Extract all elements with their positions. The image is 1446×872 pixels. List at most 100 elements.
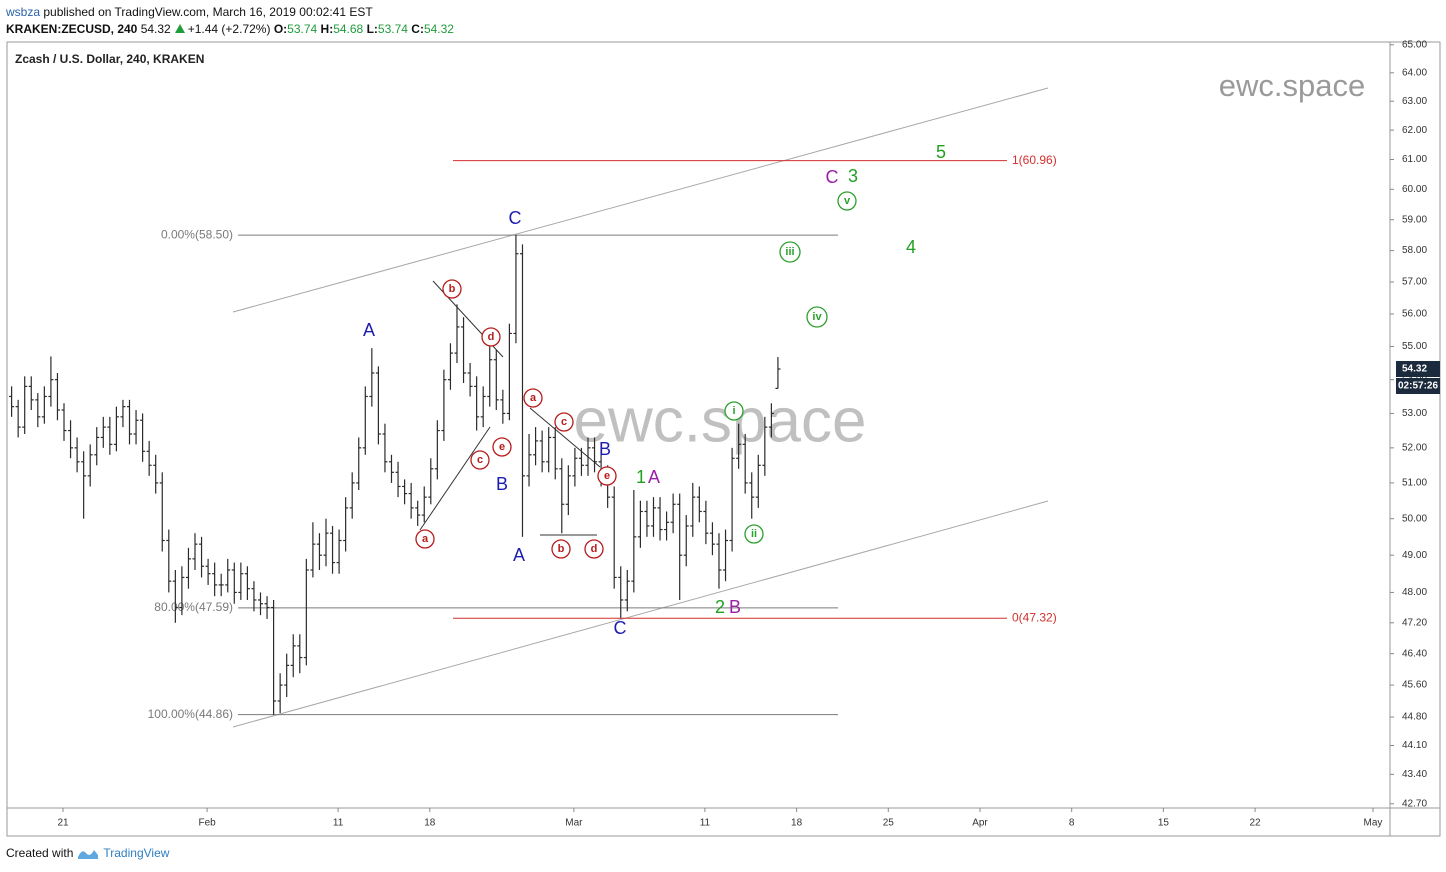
author[interactable]: wsbza xyxy=(6,5,41,19)
y-tick-label: 42.70 xyxy=(1402,798,1427,809)
circled-label: e xyxy=(597,466,617,486)
y-tick-label: 64.00 xyxy=(1402,67,1427,78)
x-tick-label: 11 xyxy=(700,818,711,829)
wave-label: A xyxy=(363,320,375,340)
y-tick-label: 53.00 xyxy=(1402,408,1427,419)
frame xyxy=(6,41,1441,837)
countdown-box xyxy=(1396,377,1440,394)
circled-label: c xyxy=(470,450,490,470)
level-label: 0(47.32) xyxy=(1012,610,1057,624)
circled-label: b xyxy=(442,279,462,299)
x-tick-label: May xyxy=(1364,818,1383,829)
y-tick-label: 44.80 xyxy=(1402,712,1427,723)
circled-label: d xyxy=(481,327,501,347)
up-arrow xyxy=(174,24,185,33)
wave-label: iii xyxy=(785,246,794,258)
wave-label: 2 xyxy=(715,597,725,617)
chart: Zcash / U.S. Dollar, 240, KRAKEN ewc.spa… xyxy=(6,39,1441,837)
wave-label: c xyxy=(477,454,483,466)
y-tick-label: 56.00 xyxy=(1402,309,1427,320)
circled-label: e xyxy=(492,437,512,457)
wave-label: B xyxy=(496,474,508,494)
y-tick-label: 61.00 xyxy=(1402,154,1427,165)
y-tick-label: 58.00 xyxy=(1402,245,1427,256)
wave-label: v xyxy=(844,195,851,207)
y-tick-label: 49.00 xyxy=(1402,550,1427,561)
wave-label: C xyxy=(614,618,627,638)
wave-label: e xyxy=(604,470,610,482)
wave-label: i xyxy=(732,405,735,417)
wave-label: d xyxy=(591,543,598,555)
wave-label: C xyxy=(826,167,839,187)
x-tick-label: 15 xyxy=(1158,818,1170,829)
circled-label: a xyxy=(523,388,543,408)
y-tick-label: 48.00 xyxy=(1402,587,1427,598)
x-tick-label: Feb xyxy=(198,818,216,829)
wave-label: B xyxy=(599,439,611,459)
wave-label: b xyxy=(558,543,565,555)
x-tick-label: Mar xyxy=(565,818,583,829)
y-tick-label: 45.60 xyxy=(1402,680,1427,691)
y-tick-label: 43.40 xyxy=(1402,769,1427,780)
y-tick-label: 52.00 xyxy=(1402,442,1427,453)
circled-label: d xyxy=(584,539,604,559)
wave-label: A xyxy=(513,545,525,565)
header: wsbza published on TradingView.com, Marc… xyxy=(6,4,454,38)
change: +1.44 (+2.72%) xyxy=(187,22,271,36)
level-label: 100.00%(44.86) xyxy=(148,707,233,721)
y-tick-label: 57.00 xyxy=(1402,277,1427,288)
y-tick-label: 65.00 xyxy=(1402,39,1427,50)
footer: Created with TradingView xyxy=(6,846,169,860)
legend-title: Zcash / U.S. Dollar, 240, KRAKEN xyxy=(15,52,204,66)
logo xyxy=(78,850,99,859)
wave-label: ii xyxy=(751,528,757,540)
price-marker xyxy=(1396,360,1440,377)
last-price: 54.32 xyxy=(140,22,171,36)
brand[interactable]: TradingView xyxy=(103,846,170,860)
wave-label: e xyxy=(499,441,505,453)
circled-label: c xyxy=(554,412,574,432)
channel-line xyxy=(232,500,1049,728)
y-tick-label: 63.00 xyxy=(1402,96,1427,107)
level-label: 1(60.96) xyxy=(1012,153,1057,167)
o-value: 53.74 xyxy=(287,22,318,36)
circled-label: ii xyxy=(744,524,764,544)
wave-label: A xyxy=(648,467,660,487)
circled-label: a xyxy=(415,529,435,549)
wave-label: a xyxy=(530,392,537,404)
h-label: H: xyxy=(320,22,334,36)
publish-line: wsbza published on TradingView.com, Marc… xyxy=(6,4,454,21)
wave-label: iv xyxy=(812,311,822,323)
symbol: KRAKEN:ZECUSD, 240 xyxy=(6,22,138,36)
watermark: ewc.space xyxy=(1219,68,1365,103)
wave-label: 4 xyxy=(906,237,916,257)
wave-labels: A C B A B C b d a c e a c e b d iii iv v… xyxy=(363,142,946,638)
level-label: 80.00%(47.59) xyxy=(154,600,233,614)
circled-label: b xyxy=(551,539,571,559)
wave-label: c xyxy=(561,416,567,428)
circled-label: i xyxy=(724,401,744,421)
axes: 65.00 64.00 63.00 62.00 61.00 60.00 59.00 58.00… xyxy=(57,39,1440,829)
y-tick-label: 46.40 xyxy=(1402,648,1427,659)
c-value: 54.32 xyxy=(423,22,454,36)
x-tick-label: 22 xyxy=(1250,818,1262,829)
created-with: Created with xyxy=(6,846,74,860)
x-tick-label: Apr xyxy=(972,818,988,829)
x-tick-label: 8 xyxy=(1069,818,1075,829)
channel-line xyxy=(232,87,1049,313)
l-value: 53.74 xyxy=(377,22,408,36)
y-tick-label: 55.00 xyxy=(1402,341,1427,352)
marks: 0.00%(58.50) 80.00%(47.59) 100.00%(44.86) 1… xyxy=(9,153,1057,721)
trend-line xyxy=(419,426,491,531)
wave-label: 5 xyxy=(936,142,946,162)
c-label: C: xyxy=(411,22,424,36)
x-tick-label: 21 xyxy=(57,818,69,829)
wave-label: d xyxy=(488,331,495,343)
x-tick-label: 18 xyxy=(791,818,803,829)
wave-label: b xyxy=(449,283,456,295)
x-tick-label: 11 xyxy=(333,818,344,829)
circled-label: v xyxy=(837,191,857,211)
price-marker-label: 54.32 xyxy=(1402,364,1427,375)
symbol-line: KRAKEN:ZECUSD, 240 54.32 +1.44 (+2.72%) O… xyxy=(6,21,454,38)
